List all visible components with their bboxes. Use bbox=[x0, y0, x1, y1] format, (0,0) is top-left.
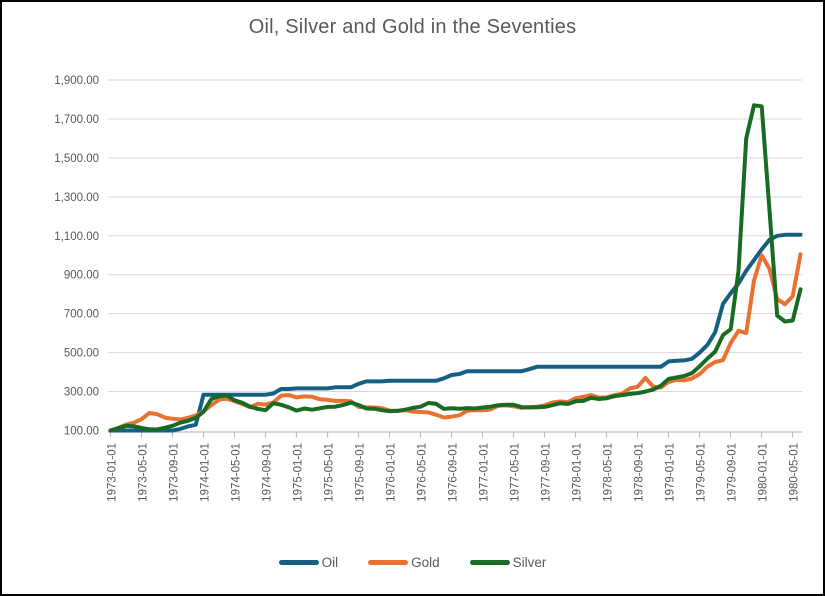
y-tick-label: 900.00 bbox=[64, 270, 99, 282]
y-tick-label: 1,900.00 bbox=[54, 75, 99, 87]
x-tick-label: 1977-05-01 bbox=[510, 443, 522, 502]
x-tick-label: 1976-05-01 bbox=[417, 443, 429, 502]
y-tick-label: 100.00 bbox=[64, 426, 99, 438]
x-tick-label: 1977-01-01 bbox=[479, 443, 491, 502]
y-tick-label: 300.00 bbox=[64, 387, 99, 399]
y-tick-label: 1,300.00 bbox=[54, 192, 99, 204]
x-tick-label: 1978-05-01 bbox=[603, 443, 615, 502]
x-tick-label: 1974-05-01 bbox=[231, 443, 243, 502]
y-tick-label: 1,500.00 bbox=[54, 153, 99, 165]
x-tick-label: 1980-05-01 bbox=[789, 443, 801, 502]
x-tick-label: 1973-05-01 bbox=[138, 443, 150, 502]
chart-title: Oil, Silver and Gold in the Seventies bbox=[248, 16, 577, 38]
legend: Oil Gold Silver bbox=[2, 555, 823, 570]
x-tick-label: 1975-09-01 bbox=[355, 443, 367, 502]
y-tick-label: 500.00 bbox=[64, 348, 99, 360]
gold-legend-swatch bbox=[368, 560, 409, 565]
oil-legend-swatch bbox=[278, 560, 319, 565]
x-tick-label: 1979-05-01 bbox=[696, 443, 708, 502]
x-tick-label: 1975-01-01 bbox=[293, 443, 305, 502]
x-tick-label: 1976-09-01 bbox=[448, 443, 460, 502]
x-tick-label: 1973-09-01 bbox=[169, 443, 181, 502]
y-axis-labels: 100.00 300.00 500.00 700.00 900.00 1,100.00 1,… bbox=[54, 75, 99, 438]
legend-item-gold[interactable]: Gold bbox=[368, 555, 440, 570]
legend-item-oil[interactable]: Oil bbox=[278, 555, 339, 570]
x-tick-label: 1979-09-01 bbox=[727, 443, 739, 502]
y-tick-label: 1,100.00 bbox=[54, 231, 99, 243]
legend-item-silver[interactable]: Silver bbox=[469, 555, 547, 570]
x-tick-label: 1976-01-01 bbox=[386, 443, 398, 502]
oil-legend-label: Oil bbox=[321, 555, 339, 570]
x-tick-label: 1973-01-01 bbox=[107, 443, 119, 502]
x-tick-label: 1975-05-01 bbox=[324, 443, 336, 502]
gridlines bbox=[108, 79, 802, 393]
x-tick-marks bbox=[109, 432, 794, 438]
silver-line[interactable] bbox=[108, 103, 803, 433]
silver-legend-label: Silver bbox=[512, 555, 547, 570]
silver-legend-swatch bbox=[469, 560, 510, 565]
x-tick-label: 1980-01-01 bbox=[758, 443, 770, 502]
gold-legend-label: Gold bbox=[411, 555, 440, 570]
x-tick-label: 1974-09-01 bbox=[262, 443, 274, 502]
x-tick-label: 1978-01-01 bbox=[572, 443, 584, 502]
y-tick-label: 1,700.00 bbox=[54, 114, 99, 126]
gold-line[interactable] bbox=[108, 252, 803, 433]
x-tick-label: 1978-09-01 bbox=[634, 443, 646, 502]
x-tick-label: 1974-01-01 bbox=[200, 443, 212, 502]
x-tick-label: 1977-09-01 bbox=[541, 443, 553, 502]
x-tick-label: 1979-01-01 bbox=[665, 443, 677, 502]
x-axis-labels: 1973-01-01 1973-05-01 1973-09-01 1974-01-01… bbox=[107, 443, 801, 502]
y-tick-label: 700.00 bbox=[64, 309, 99, 321]
